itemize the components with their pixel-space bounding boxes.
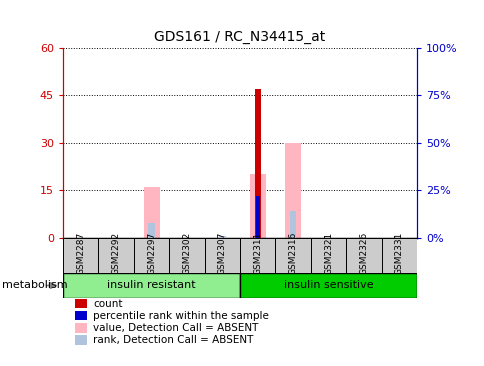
Text: GSM2316: GSM2316 xyxy=(288,232,297,275)
Text: GSM2311: GSM2311 xyxy=(253,232,262,275)
Bar xyxy=(204,238,240,273)
Text: value, Detection Call = ABSENT: value, Detection Call = ABSENT xyxy=(93,323,258,333)
Bar xyxy=(143,187,159,238)
Bar xyxy=(289,211,296,238)
Bar xyxy=(255,196,259,238)
Bar xyxy=(240,273,416,298)
Text: GSM2321: GSM2321 xyxy=(323,232,333,275)
Bar xyxy=(148,223,154,238)
Text: GSM2302: GSM2302 xyxy=(182,232,191,275)
Text: GSM2331: GSM2331 xyxy=(394,232,403,275)
Title: GDS161 / RC_N34415_at: GDS161 / RC_N34415_at xyxy=(154,30,325,44)
Text: GSM2292: GSM2292 xyxy=(111,232,121,275)
Text: percentile rank within the sample: percentile rank within the sample xyxy=(93,311,269,321)
Bar xyxy=(346,238,381,273)
Text: metabolism: metabolism xyxy=(2,280,68,291)
Text: GSM2297: GSM2297 xyxy=(147,232,156,275)
Text: GSM2287: GSM2287 xyxy=(76,232,85,275)
Bar xyxy=(219,236,225,238)
Bar xyxy=(169,238,204,273)
Bar xyxy=(285,143,301,238)
Bar xyxy=(249,175,265,238)
Bar xyxy=(98,238,134,273)
Bar xyxy=(240,238,275,273)
Text: rank, Detection Call = ABSENT: rank, Detection Call = ABSENT xyxy=(93,335,253,345)
Bar xyxy=(63,273,240,298)
Text: GSM2307: GSM2307 xyxy=(217,232,227,275)
Text: insulin resistant: insulin resistant xyxy=(107,280,196,291)
Bar xyxy=(63,238,98,273)
Text: count: count xyxy=(93,299,122,309)
Text: insulin sensitive: insulin sensitive xyxy=(283,280,373,291)
Bar xyxy=(381,238,416,273)
Text: GSM2326: GSM2326 xyxy=(359,232,368,275)
Bar xyxy=(254,89,260,238)
Bar xyxy=(310,238,346,273)
Bar xyxy=(275,238,310,273)
Bar xyxy=(134,238,169,273)
